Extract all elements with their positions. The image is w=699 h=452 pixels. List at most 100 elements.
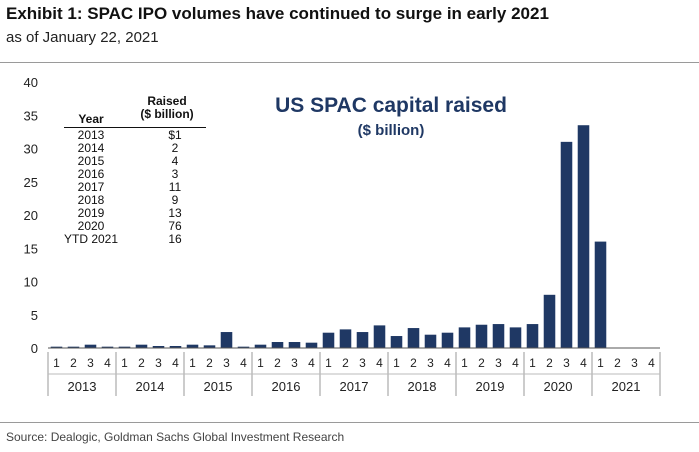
exhibit-subtitle: as of January 22, 2021 [6,29,159,46]
table-cell-raised: 11 [168,180,182,194]
year-group-label: 2013 [68,379,97,394]
table-row: YTD 2021 16 [56,233,216,246]
table-cell-year: YTD 2021 [63,232,119,246]
year-group-label: 2016 [272,379,301,394]
quarter-tick-label: 2 [70,356,77,370]
quarter-tick-label: 4 [240,356,247,370]
table-row: 2020 76 [56,220,216,233]
bar [203,345,216,348]
quarter-tick-label: 1 [53,356,60,370]
bar [67,346,80,348]
table-cell-year: 2015 [77,154,105,168]
table-cell-year: 2018 [77,193,105,207]
quarter-tick-label: 1 [189,356,196,370]
bar [271,342,284,348]
quarter-tick-label: 3 [631,356,638,370]
table-header-year: Year [78,112,104,126]
year-group-label: 2017 [340,379,369,394]
y-tick-label: 25 [24,175,38,190]
bar [594,241,607,348]
table-row: 2019 13 [56,207,216,220]
bar [424,334,437,348]
table-header-underline [64,127,206,128]
quarter-tick-label: 3 [495,356,502,370]
bar [407,328,420,348]
bar [152,346,165,348]
table-row: 2013 $1 [56,129,216,142]
bar [543,294,556,348]
quarter-tick-label: 2 [342,356,349,370]
table-cell-raised: 4 [171,154,179,168]
exhibit-title: Exhibit 1: SPAC IPO volumes have continu… [6,4,549,23]
quarter-tick-label: 2 [138,356,145,370]
quarter-tick-label: 2 [206,356,213,370]
table-cell-year: 2017 [77,180,105,194]
y-tick-label: 20 [24,208,38,223]
quarter-tick-label: 1 [461,356,468,370]
quarter-tick-label: 2 [410,356,417,370]
y-tick-label: 15 [24,241,38,256]
y-tick-label: 5 [31,308,38,323]
bar [356,332,369,348]
table-cell-year: 2016 [77,167,105,181]
bar [492,324,505,348]
chart-title: US SPAC capital raised [275,94,507,117]
bar [577,125,590,348]
quarter-tick-label: 3 [155,356,162,370]
quarter-tick-label: 1 [393,356,400,370]
quarter-tick-label: 1 [529,356,536,370]
bar [101,346,114,348]
bar [186,344,199,348]
table-row: 2016 3 [56,168,216,181]
bar [118,346,131,348]
table-header-raised: Raised ($ billion) [130,95,204,121]
table-cell-raised: 3 [171,167,179,181]
table-cell-year: 2019 [77,206,105,220]
quarter-tick-label: 2 [546,356,553,370]
bar [390,336,403,348]
bar [254,344,267,348]
y-tick-label: 10 [24,275,38,290]
year-group-label: 2015 [204,379,233,394]
bar [237,346,250,348]
bar [288,342,301,348]
y-tick-label: 40 [24,75,38,90]
table-cell-raised: 76 [168,219,182,233]
y-tick-label: 35 [24,108,38,123]
bar [322,332,335,348]
year-group-label: 2014 [136,379,165,394]
quarter-tick-label: 3 [87,356,94,370]
table-cell-raised: 2 [171,141,179,155]
quarter-tick-label: 1 [597,356,604,370]
table-cell-raised: 16 [168,232,182,246]
top-divider [0,62,699,63]
table-cell-year: 2013 [77,128,105,142]
quarter-tick-label: 4 [308,356,315,370]
bar [509,327,522,348]
quarter-tick-label: 3 [291,356,298,370]
bar [475,324,488,348]
bar [526,324,539,348]
table-header-raised-line1: Raised [147,94,187,108]
y-tick-label: 0 [31,341,38,356]
table-cell-raised: $1 [168,128,182,142]
quarter-tick-label: 3 [359,356,366,370]
y-tick-label: 30 [24,142,38,157]
quarter-tick-label: 4 [580,356,587,370]
table-cell-raised: 9 [171,193,179,207]
bar [84,344,97,348]
quarter-tick-label: 2 [614,356,621,370]
bottom-divider [0,422,699,423]
bar [220,332,233,348]
table-row: 2015 4 [56,155,216,168]
quarter-tick-label: 4 [376,356,383,370]
quarter-tick-label: 1 [325,356,332,370]
bar [135,344,148,348]
year-group-label: 2020 [544,379,573,394]
year-group-label: 2021 [612,379,641,394]
source-note: Source: Dealogic, Goldman Sachs Global I… [6,430,345,444]
quarter-tick-label: 3 [427,356,434,370]
bar [560,141,573,348]
year-group-label: 2018 [408,379,437,394]
